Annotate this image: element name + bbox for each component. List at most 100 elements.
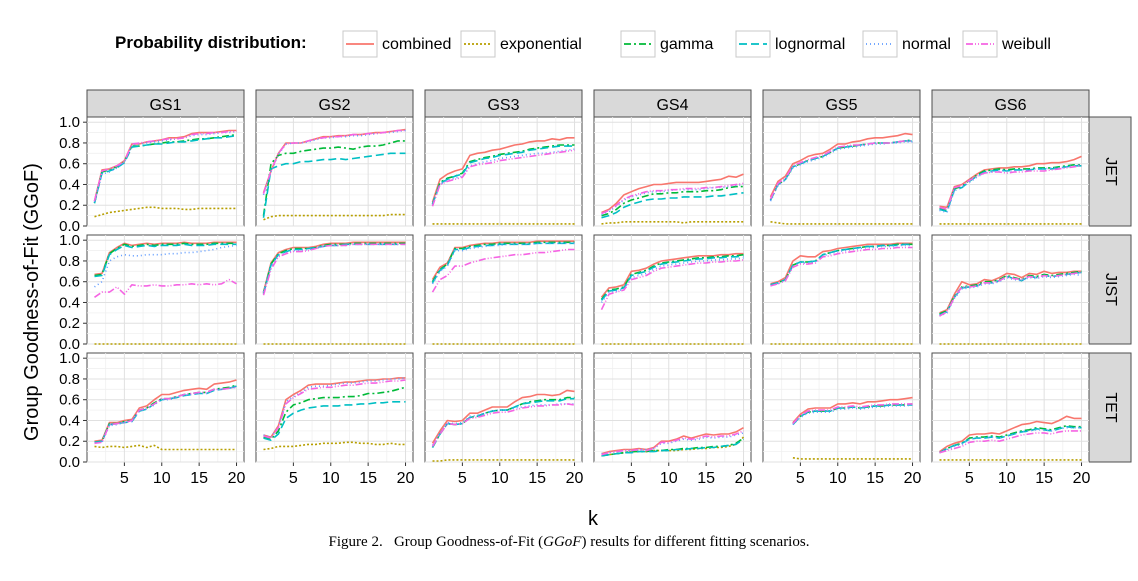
legend-label-normal: normal (902, 36, 951, 53)
panel-GS4-JET (593, 116, 752, 227)
series-line-weibull-GS5-JET (769, 140, 913, 200)
series-line-combined-GS2-JIST (262, 241, 406, 293)
panel-GS3-JET (424, 116, 583, 227)
panel-GS1-TET (86, 352, 245, 463)
x-tick-label: 15 (359, 470, 377, 487)
caption-prefix: Figure 2. (328, 534, 383, 550)
legend-title: Probability distribution: (115, 33, 307, 52)
series-line-weibull-GS2-JET (262, 129, 406, 195)
x-tick-label: 5 (458, 470, 467, 487)
panel-background (762, 116, 921, 227)
series-line-combined-GS5-TET (792, 396, 913, 424)
panel-GS3-TET (424, 352, 583, 463)
series-line-gamma-GS3-JIST (431, 241, 575, 283)
series-line-weibull-GS3-TET (431, 403, 575, 447)
series-line-normal-GS1-JIST (94, 244, 237, 288)
caption-post: ) results for different fitting scenario… (581, 534, 810, 550)
series-line-lognormal-GS4-JIST (600, 255, 744, 301)
series-line-combined-GS5-JET (769, 132, 913, 198)
x-tick-label: 10 (829, 470, 847, 487)
panel-GS3-JIST (424, 234, 583, 345)
x-axis-title: k (588, 508, 599, 530)
series-line-exponential-GS2-JET (263, 213, 406, 221)
x-tick-label: 20 (228, 470, 246, 487)
strip-label-GS1: GS1 (149, 97, 181, 114)
series-line-combined-GS4-JIST (600, 252, 744, 298)
x-tick-label: 15 (697, 470, 715, 487)
series-line-weibull-GS3-JIST (431, 248, 575, 293)
legend-label-gamma: gamma (660, 36, 713, 53)
series-line-combined-GS6-JIST (939, 270, 1082, 314)
panel-GS2-JET (255, 116, 414, 227)
series-line-weibull-GS6-TET (939, 430, 1082, 454)
series-line-weibull-GS4-JET (601, 182, 744, 215)
x-tick-label: 15 (528, 470, 546, 487)
x-tick-label: 10 (660, 470, 678, 487)
panel-GS5-JET (762, 116, 921, 227)
legend-item-lognormal: lognormal (735, 30, 845, 58)
series-line-gamma-GS2-TET (263, 386, 406, 441)
x-tick-label: 20 (397, 470, 415, 487)
panel-GS2-TET (255, 352, 414, 463)
strip-label-GS2: GS2 (318, 97, 350, 114)
series-line-lognormal-GS4-JET (601, 192, 744, 219)
panel-GS6-JET (931, 116, 1090, 227)
strip-row-JET (1088, 116, 1132, 227)
legend-item-normal: normal (862, 30, 951, 58)
x-tick-label: 5 (289, 470, 298, 487)
series-line-lognormal-GS3-JIST (431, 242, 575, 284)
y-tick-label: 0.6 (59, 274, 80, 291)
x-tick-label: 20 (1073, 470, 1091, 487)
series-line-lognormal-GS5-TET (792, 404, 913, 426)
panel-GS1-JIST (86, 234, 245, 345)
series-line-gamma-GS2-JIST (262, 242, 406, 294)
y-tick-label: 0.8 (59, 253, 80, 270)
x-tick-label: 15 (1035, 470, 1053, 487)
panel-background (931, 116, 1090, 227)
series-line-gamma-GS4-JET (601, 185, 744, 217)
y-tick-label: 0.8 (59, 371, 80, 388)
series-line-combined-GS1-JIST (94, 241, 237, 276)
legend-item-exponential: exponential (460, 30, 582, 58)
legend-item-weibull: weibull (962, 30, 1051, 58)
series-line-exponential-GS1-TET (94, 444, 237, 451)
panel-GS2-JIST (255, 234, 414, 345)
strip-label-TET: TET (1102, 392, 1119, 422)
panel-GS6-JIST (931, 234, 1090, 345)
series-line-gamma-GS2-JET (262, 140, 406, 216)
y-tick-label: 1.0 (59, 114, 80, 131)
series-line-weibull-GS4-TET (601, 430, 744, 456)
series-line-normal-GS3-TET (431, 403, 575, 446)
series-line-weibull-GS6-JIST (939, 271, 1082, 317)
series-line-normal-GS4-JIST (600, 257, 744, 303)
series-line-lognormal-GS5-JIST (770, 243, 913, 286)
strip-label-GS4: GS4 (656, 97, 688, 114)
strip-label-JET: JET (1102, 157, 1119, 186)
strip-label-GS5: GS5 (825, 97, 857, 114)
series-line-lognormal-GS1-JET (93, 134, 237, 204)
panel-grid: GS1 GS2 GS3 GS4 GS5 GS6 JET JIST TET 0.0 0.2 0.4 0.6… (59, 89, 1132, 487)
x-tick-label: 5 (796, 470, 805, 487)
series-line-combined-GS6-JET (939, 155, 1082, 209)
series-line-combined-GS3-TET (431, 389, 575, 444)
panel-background (593, 116, 752, 227)
series-line-weibull-GS1-TET (94, 386, 237, 445)
legend-label-exponential: exponential (500, 36, 582, 53)
y-tick-label: 0.4 (59, 412, 80, 429)
y-tick-label: 0.0 (59, 336, 80, 353)
series-line-weibull-GS1-JET (93, 130, 237, 202)
y-axis-title: Group Goodness-of-Fit (GGoF) (21, 163, 43, 441)
x-tick-label: 10 (998, 470, 1016, 487)
series-line-weibull-GS5-TET (792, 403, 913, 425)
x-tick-label: 10 (491, 470, 509, 487)
strip-col-GS5 (762, 89, 921, 119)
strip-row-JIST (1088, 234, 1132, 345)
y-tick-label: 0.0 (59, 454, 80, 471)
legend-item-gamma: gamma (620, 30, 713, 58)
series-line-normal-GS2-JIST (262, 243, 406, 293)
x-tick-label: 10 (322, 470, 340, 487)
series-line-weibull-GS5-JIST (770, 246, 913, 287)
series-line-combined-GS5-JIST (770, 242, 913, 285)
series-line-combined-GS4-TET (601, 427, 744, 455)
y-tick-label: 0.4 (59, 176, 80, 193)
